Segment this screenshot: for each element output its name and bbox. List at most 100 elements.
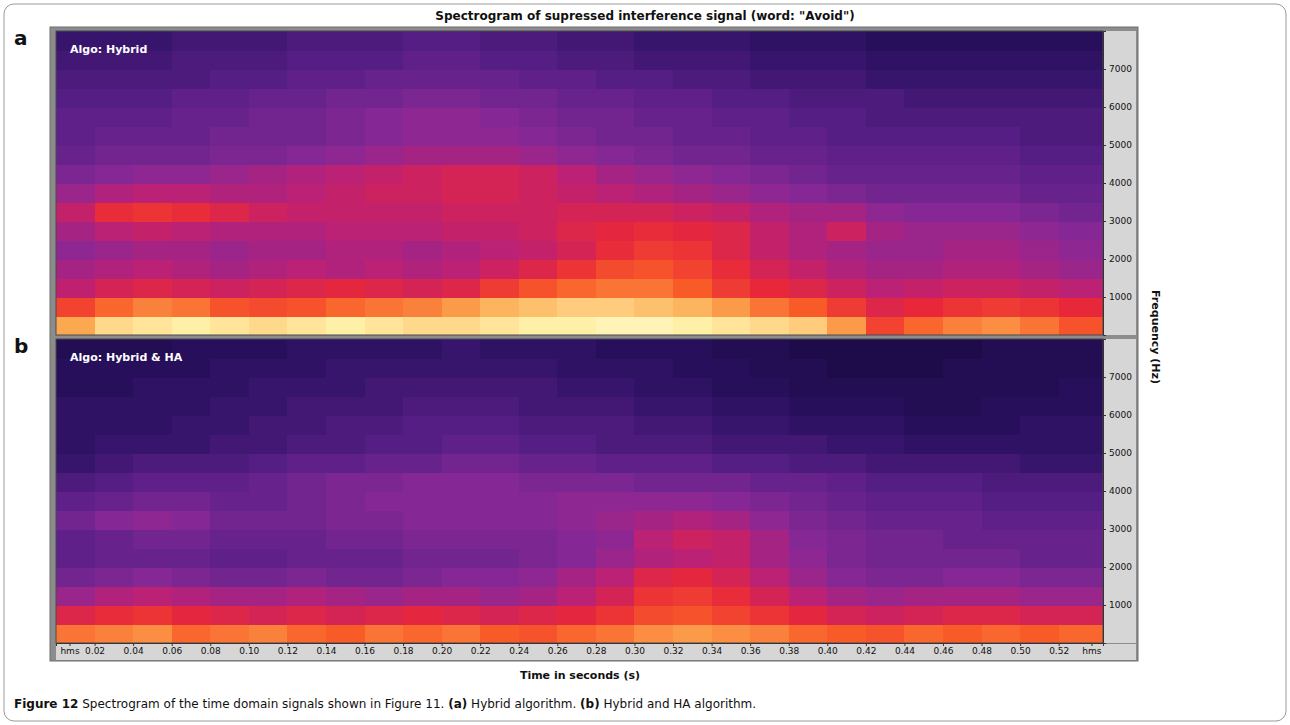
- heatmap-cell: [1059, 339, 1103, 359]
- heatmap-cell: [249, 221, 288, 241]
- heatmap-cell: [634, 31, 673, 51]
- heatmap-cell: [789, 586, 828, 606]
- x-tick: 0.08: [201, 643, 221, 656]
- heatmap-cell: [712, 377, 751, 397]
- heatmap-cell: [789, 107, 828, 127]
- x-tick: 0.02: [85, 643, 105, 656]
- heatmap-cell: [1059, 126, 1103, 146]
- heatmap-cell: [866, 259, 905, 279]
- heatmap-cell: [519, 164, 558, 184]
- heatmap-cell: [789, 88, 828, 108]
- heatmap-cell: [287, 586, 326, 606]
- y-tick-label: 5000: [1109, 140, 1132, 150]
- heatmap-cell: [904, 339, 943, 359]
- heatmap-cell: [789, 297, 828, 317]
- heatmap-cell: [442, 278, 481, 298]
- heatmap-cell: [634, 510, 673, 530]
- heatmap-cell: [827, 297, 866, 317]
- heatmap-cell: [95, 297, 134, 317]
- heatmap-cell: [519, 31, 558, 51]
- heatmap-cell: [56, 259, 95, 279]
- heatmap-cell: [866, 316, 905, 335]
- heatmap-cell: [866, 396, 905, 416]
- heatmap-cell: [1020, 31, 1059, 51]
- heatmap-cell: [519, 126, 558, 146]
- y-tick-mark: [1103, 221, 1106, 222]
- heatmap-cell: [365, 221, 404, 241]
- heatmap-cell: [1059, 164, 1103, 184]
- heatmap-cell: [943, 202, 982, 222]
- heatmap-cell: [789, 339, 828, 359]
- heatmap-cell: [712, 548, 751, 568]
- heatmap-cell: [982, 529, 1021, 549]
- heatmap-cell: [480, 567, 519, 587]
- heatmap-cell: [326, 415, 365, 435]
- heatmap-cell: [1059, 107, 1103, 127]
- heatmap-cell: [827, 69, 866, 89]
- heatmap-cell: [557, 510, 596, 530]
- heatmap-cell: [172, 491, 211, 511]
- heatmap-cell: [673, 339, 712, 359]
- panel-letter: b: [14, 334, 28, 358]
- heatmap-cell: [904, 145, 943, 165]
- heatmap-cell: [133, 126, 172, 146]
- heatmap-cell: [56, 164, 95, 184]
- heatmap-cell: [287, 278, 326, 298]
- heatmap-cell: [673, 491, 712, 511]
- heatmap-cell: [210, 297, 249, 317]
- panel-subtitle: Algo: Hybrid: [70, 43, 147, 56]
- heatmap-cell: [557, 605, 596, 625]
- heatmap-cell: [943, 69, 982, 89]
- heatmap-cell: [943, 529, 982, 549]
- heatmap-cell: [943, 107, 982, 127]
- heatmap-cell: [557, 529, 596, 549]
- heatmap-cell: [827, 358, 866, 378]
- heatmap-cell: [943, 126, 982, 146]
- heatmap-cell: [904, 107, 943, 127]
- heatmap-cell: [557, 278, 596, 298]
- heatmap-cell: [365, 472, 404, 492]
- heatmap-cell: [249, 434, 288, 454]
- heatmap-cell: [365, 624, 404, 643]
- heatmap-cell: [943, 472, 982, 492]
- heatmap-cell: [480, 453, 519, 473]
- heatmap-cell: [596, 415, 635, 435]
- x-tick: 0.12: [278, 643, 298, 656]
- heatmap-cell: [712, 259, 751, 279]
- heatmap-cell: [249, 240, 288, 260]
- heatmap-cell: [596, 491, 635, 511]
- heatmap-cell: [904, 164, 943, 184]
- heatmap-cell: [673, 69, 712, 89]
- y-tick-mark: [1103, 377, 1106, 378]
- heatmap-cell: [982, 221, 1021, 241]
- heatmap-cell: [403, 434, 442, 454]
- heatmap-cell: [750, 126, 789, 146]
- heatmap-cell: [827, 202, 866, 222]
- heatmap-cell: [365, 453, 404, 473]
- heatmap-cell: [596, 510, 635, 530]
- heatmap-cell: [442, 69, 481, 89]
- heatmap-cell: [519, 358, 558, 378]
- heatmap-cell: [982, 240, 1021, 260]
- x-tick: hms: [1082, 643, 1101, 656]
- heatmap-cell: [557, 415, 596, 435]
- heatmap-cell: [287, 529, 326, 549]
- caption-part: (a): [448, 697, 467, 711]
- heatmap-cell: [634, 605, 673, 625]
- heatmap-cell: [982, 377, 1021, 397]
- heatmap-cell: [827, 31, 866, 51]
- heatmap-cell: [403, 358, 442, 378]
- heatmap-cell: [596, 278, 635, 298]
- heatmap-cell: [56, 88, 95, 108]
- heatmap-cell: [326, 624, 365, 643]
- heatmap-cell: [249, 259, 288, 279]
- heatmap-cell: [133, 377, 172, 397]
- heatmap-cell: [249, 69, 288, 89]
- heatmap-cell: [866, 491, 905, 511]
- heatmap-cell: [365, 259, 404, 279]
- heatmap-cell: [673, 434, 712, 454]
- heatmap-cell: [365, 145, 404, 165]
- heatmap-cell: [1059, 316, 1103, 335]
- heatmap-cell: [480, 88, 519, 108]
- heatmap-cell: [133, 491, 172, 511]
